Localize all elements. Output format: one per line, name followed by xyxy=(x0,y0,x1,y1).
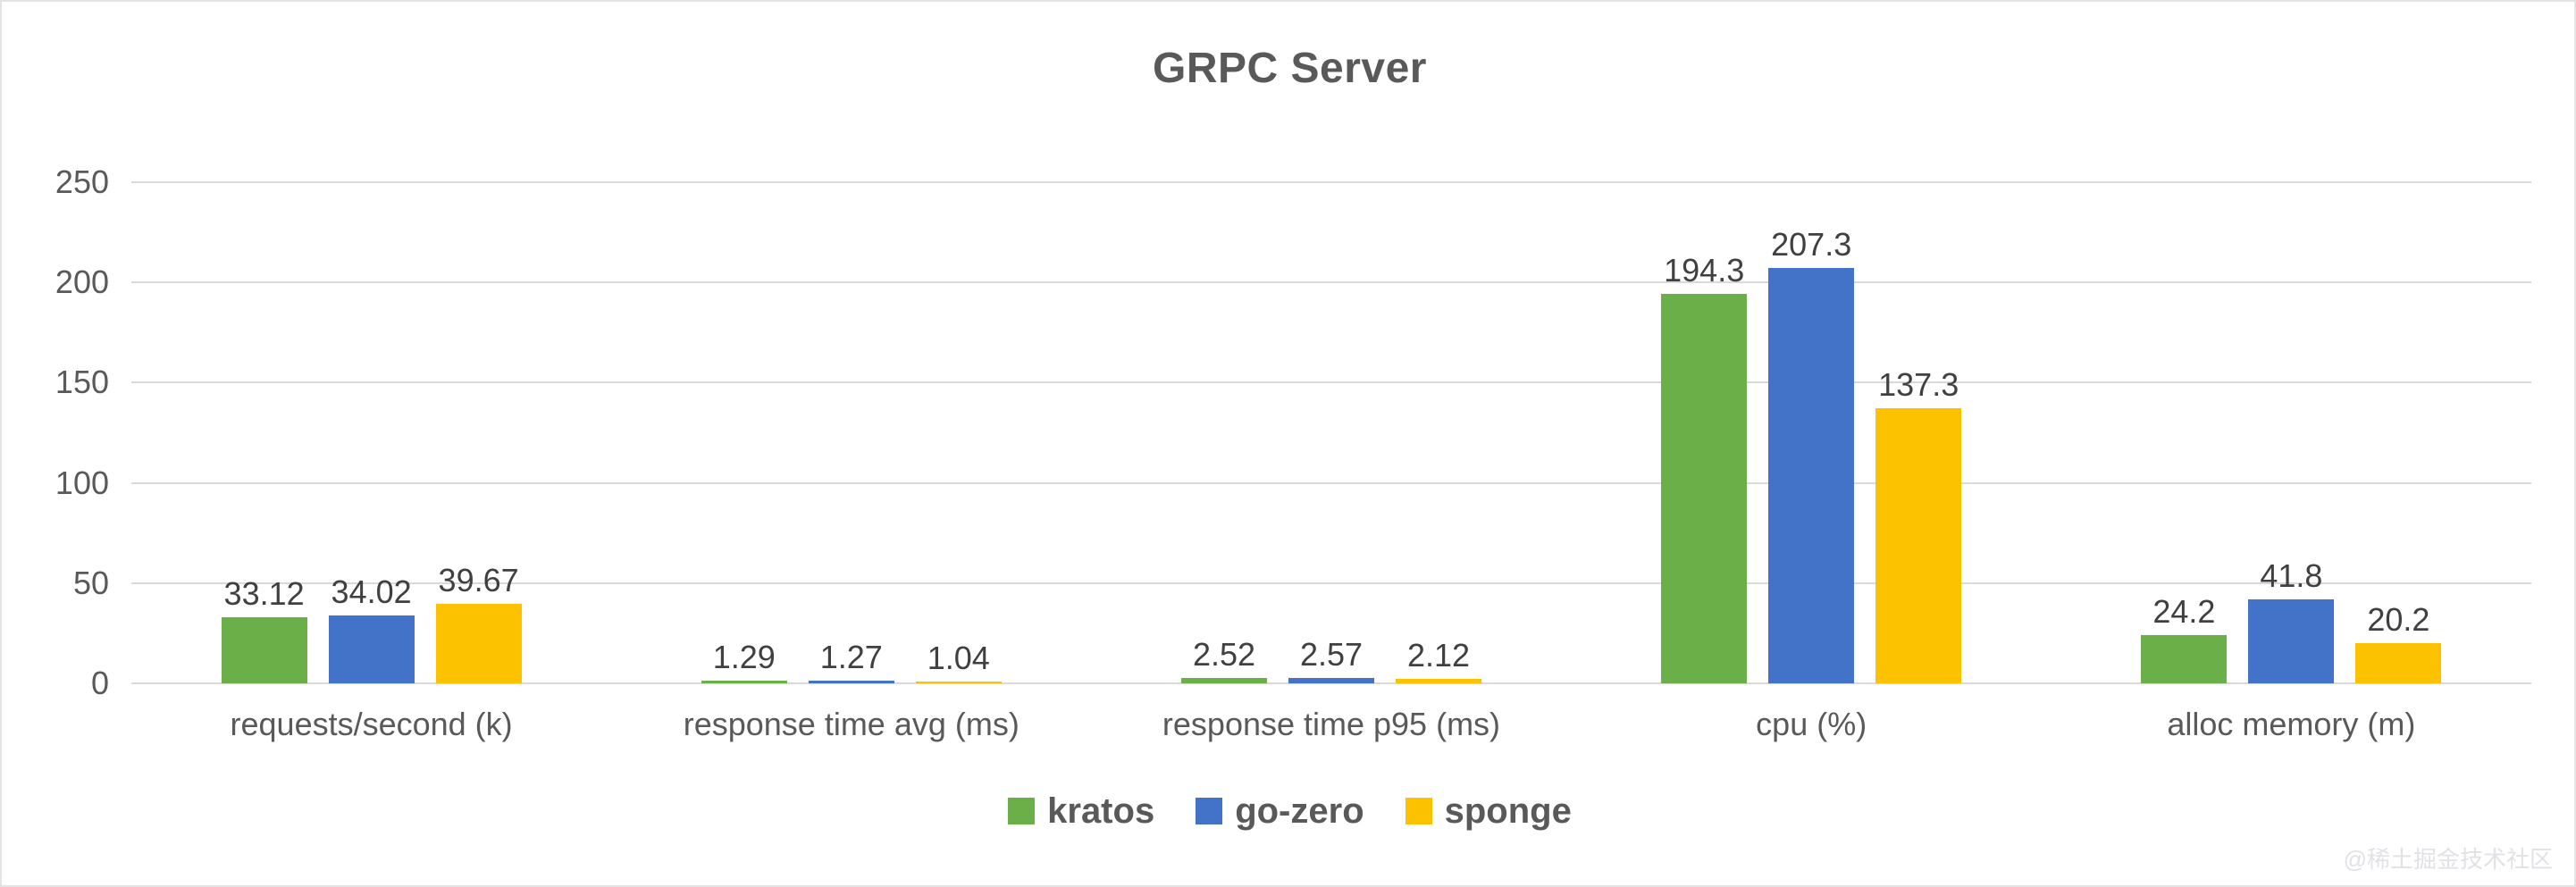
bar-kratos[interactable] xyxy=(1181,678,1267,683)
bar-kratos[interactable] xyxy=(221,616,307,683)
bar-value-label: 194.3 xyxy=(1664,252,1745,289)
bar-go-zero[interactable] xyxy=(328,615,415,683)
bar-slot: 41.8 xyxy=(2248,182,2335,683)
bar-slot: 39.67 xyxy=(435,182,522,683)
plot-area: 33.12 34.02 39.67 1.29 1.27 1.04 2.52 2.57 2.12 1… xyxy=(131,181,2531,684)
bar-slot: 1.27 xyxy=(808,182,894,683)
bar-go-zero[interactable] xyxy=(2248,599,2335,683)
bar-value-label: 2.12 xyxy=(1406,637,1471,674)
legend-item-kratos[interactable]: kratos xyxy=(1008,791,1154,831)
y-axis-tick-label: 50 xyxy=(72,564,109,601)
legend-label: go-zero xyxy=(1235,791,1364,831)
legend-item-sponge[interactable]: sponge xyxy=(1405,791,1572,831)
gridline xyxy=(131,682,2531,684)
legend-label: sponge xyxy=(1444,791,1572,831)
bar-slot: 2.12 xyxy=(1396,182,1481,683)
gridline xyxy=(131,481,2531,484)
legend-swatch-icon xyxy=(1405,798,1432,824)
bar-value-label: 39.67 xyxy=(438,561,519,598)
bar-kratos[interactable] xyxy=(2141,634,2228,683)
bar-slot: 2.57 xyxy=(1288,182,1374,683)
y-axis-tick-label: 0 xyxy=(90,665,109,701)
category-label: response time p95 (ms) xyxy=(1162,706,1501,742)
bar-slot: 1.04 xyxy=(915,182,1002,683)
legend-item-go-zero[interactable]: go-zero xyxy=(1196,791,1364,831)
bar-value-label: 33.12 xyxy=(223,574,305,612)
bar-kratos[interactable] xyxy=(1661,294,1748,683)
bar-sponge[interactable] xyxy=(435,603,522,683)
bar-sponge[interactable] xyxy=(1396,679,1481,683)
category-label: response time avg (ms) xyxy=(683,706,1019,742)
bar-slot: 20.2 xyxy=(2355,182,2442,683)
gridline xyxy=(131,181,2531,183)
bar-value-label: 2.57 xyxy=(1299,636,1364,674)
gridline xyxy=(131,582,2531,584)
legend-label: kratos xyxy=(1047,791,1155,831)
y-axis-tick-label: 200 xyxy=(55,264,109,301)
bar-value-label: 41.8 xyxy=(2260,557,2323,595)
bar-value-label: 1.27 xyxy=(819,639,883,676)
bar-group: 1.29 1.27 1.04 xyxy=(701,182,1002,683)
category-label: requests/second (k) xyxy=(230,706,513,742)
bar-value-label: 1.29 xyxy=(712,639,776,676)
bar-sponge[interactable] xyxy=(2355,642,2442,683)
bar-kratos[interactable] xyxy=(701,681,787,683)
bar-group: 33.12 34.02 39.67 xyxy=(221,182,522,683)
bar-slot: 2.52 xyxy=(1181,182,1267,683)
bar-value-label: 2.52 xyxy=(1192,636,1256,674)
y-axis-tick-label: 100 xyxy=(55,464,109,501)
bar-value-label: 24.2 xyxy=(2152,592,2216,630)
gridline xyxy=(131,381,2531,384)
bar-go-zero[interactable] xyxy=(808,681,894,683)
bar-slot: 194.3 xyxy=(1661,182,1748,683)
y-axis: 0 50 100 150 200 250 xyxy=(2,166,111,699)
y-axis-tick-label: 150 xyxy=(55,364,109,401)
bar-value-label: 1.04 xyxy=(927,639,990,676)
bar-slot: 33.12 xyxy=(221,182,307,683)
chart-legend: kratos go-zero sponge xyxy=(2,791,2574,831)
legend-swatch-icon xyxy=(1008,798,1036,824)
bar-sponge[interactable] xyxy=(1875,407,1962,683)
bar-group: 24.2 41.8 20.2 xyxy=(2141,182,2442,683)
bar-value-label: 20.2 xyxy=(2367,600,2430,638)
bar-value-label: 34.02 xyxy=(331,573,412,610)
y-axis-tick-label: 250 xyxy=(55,163,109,200)
bar-sponge[interactable] xyxy=(915,681,1002,683)
gridline xyxy=(131,281,2531,284)
category-label: alloc memory (m) xyxy=(2167,706,2416,742)
bar-value-label: 207.3 xyxy=(1771,225,1852,263)
bar-go-zero[interactable] xyxy=(1288,678,1374,683)
bar-group: 194.3 207.3 137.3 xyxy=(1661,182,1962,683)
category-label: cpu (%) xyxy=(1756,706,1867,742)
bar-slot: 1.29 xyxy=(701,182,787,683)
bar-go-zero[interactable] xyxy=(1768,267,1855,683)
legend-swatch-icon xyxy=(1196,798,1223,824)
bar-group: 2.52 2.57 2.12 xyxy=(1181,182,1481,683)
chart-title: GRPC Server xyxy=(1153,45,1427,92)
bar-value-label: 137.3 xyxy=(1878,365,1959,403)
bar-slot: 207.3 xyxy=(1768,182,1855,683)
bar-slot: 137.3 xyxy=(1875,182,1962,683)
bar-slot: 24.2 xyxy=(2141,182,2228,683)
watermark: @稀土掘金技术社区 xyxy=(2343,846,2553,873)
bar-slot: 34.02 xyxy=(328,182,415,683)
